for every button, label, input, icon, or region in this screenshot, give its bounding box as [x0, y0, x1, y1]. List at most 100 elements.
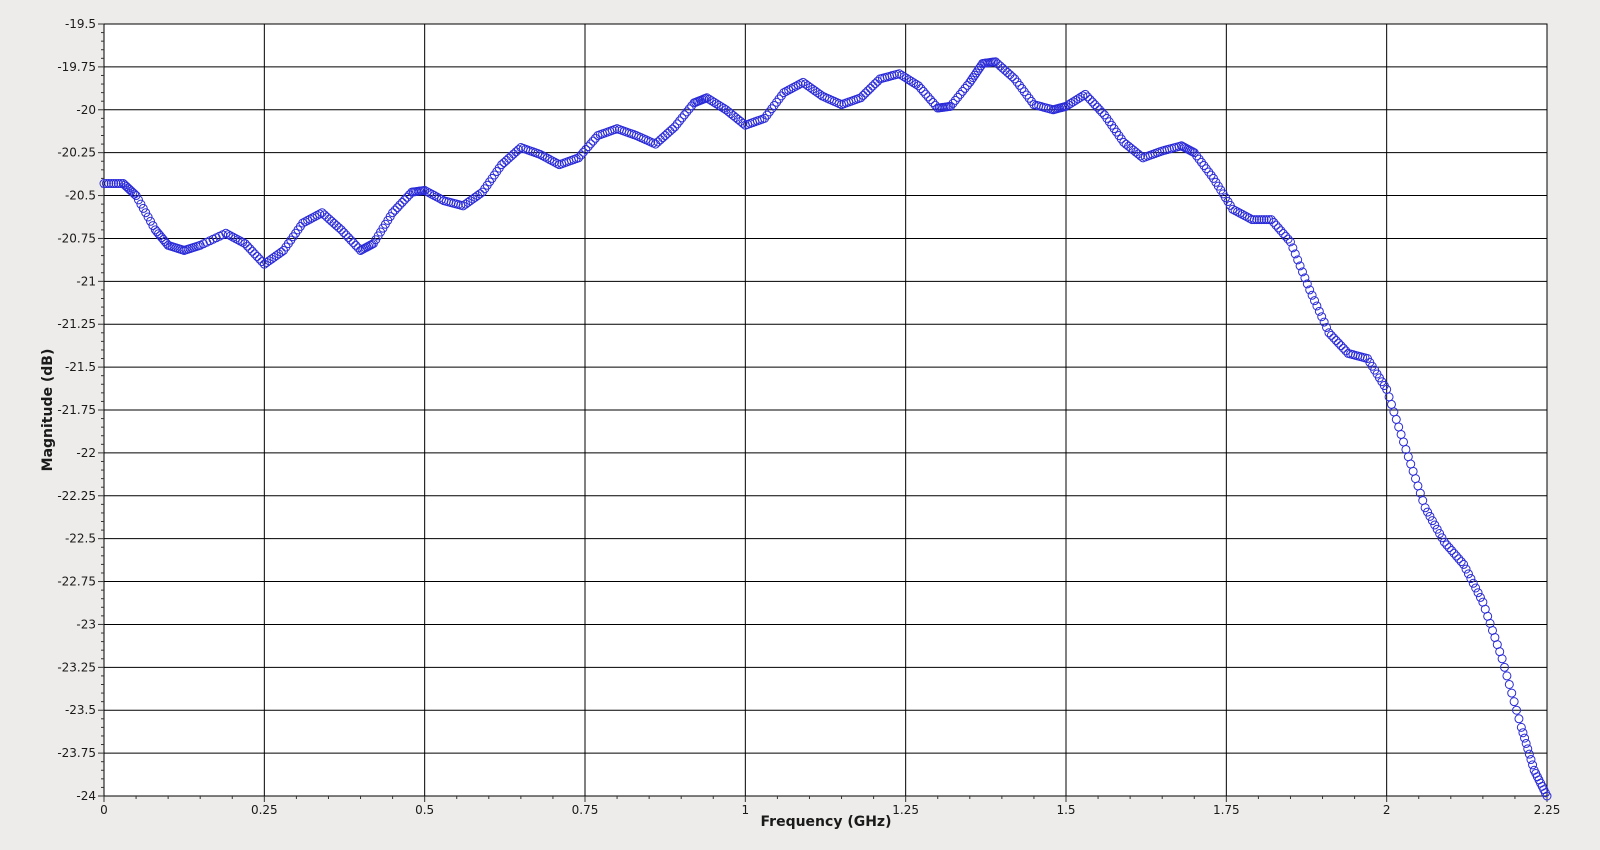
data-point: [1468, 578, 1478, 588]
data-point: [1451, 551, 1461, 561]
y-tick-label: -23.75: [57, 746, 96, 760]
data-point: [1090, 100, 1100, 110]
data-point: [1310, 296, 1320, 306]
data-point: [1017, 84, 1027, 94]
data-point: [581, 144, 591, 154]
data-point: [429, 191, 439, 201]
data-point: [1507, 688, 1517, 698]
data-point: [545, 155, 555, 165]
data-point: [779, 88, 789, 98]
data-point: [856, 93, 866, 103]
data-point: [1278, 229, 1288, 239]
data-point: [1087, 97, 1097, 107]
data-point: [803, 81, 813, 91]
data-point: [1504, 679, 1514, 689]
data-point: [432, 192, 442, 202]
data-point: [971, 68, 981, 78]
data-point: [1319, 317, 1329, 327]
data-point: [339, 227, 349, 237]
data-point: [1097, 107, 1107, 117]
data-point: [1454, 554, 1464, 564]
data-point: [1518, 728, 1528, 738]
data-point: [109, 179, 119, 189]
data-point: [1288, 243, 1298, 253]
data-point: [1285, 237, 1295, 247]
data-point: [300, 217, 310, 227]
data-point: [1066, 98, 1076, 108]
data-point: [221, 228, 231, 238]
data-point: [298, 218, 308, 228]
data-point: [113, 179, 123, 189]
data-point: [1136, 151, 1146, 161]
data-point: [1201, 164, 1211, 174]
data-point: [1475, 592, 1485, 602]
data-point: [863, 86, 873, 96]
data-point: [786, 84, 796, 94]
y-tick-label: -21.25: [57, 317, 96, 331]
data-point: [1235, 208, 1245, 218]
data-point: [793, 80, 803, 90]
data-point: [1092, 102, 1102, 112]
data-point: [764, 107, 774, 117]
data-point: [1240, 211, 1250, 221]
data-point: [346, 235, 356, 245]
data-point: [1233, 207, 1243, 217]
data-point: [916, 84, 926, 94]
data-point: [390, 205, 400, 215]
data-series: [99, 57, 1552, 801]
data-point: [1447, 545, 1457, 555]
data-point: [1524, 749, 1534, 759]
data-point: [1314, 306, 1324, 316]
data-point: [670, 122, 680, 132]
data-point: [1237, 209, 1247, 219]
data-point: [458, 201, 468, 211]
data-point: [808, 84, 818, 94]
data-point: [679, 110, 689, 120]
x-tick-label: 2.25: [1534, 803, 1561, 817]
data-point: [242, 241, 252, 251]
data-point: [1471, 583, 1481, 593]
data-point: [1521, 738, 1531, 748]
data-point: [271, 251, 281, 261]
y-tick-label: -22.75: [57, 575, 96, 589]
data-point: [815, 89, 825, 99]
data-point: [123, 183, 133, 193]
data-point: [805, 82, 815, 92]
data-point: [861, 88, 871, 98]
data-point: [1078, 91, 1088, 101]
data-point: [1305, 285, 1315, 295]
data-point: [1502, 671, 1512, 681]
x-tick-label: 1: [742, 803, 750, 817]
y-tick-label: -21.75: [57, 403, 96, 417]
data-point: [1230, 206, 1240, 216]
data-point: [762, 110, 772, 120]
data-point: [960, 83, 970, 93]
data-point: [774, 94, 784, 104]
data-point: [1012, 77, 1022, 87]
data-point: [116, 179, 126, 189]
data-point: [427, 189, 437, 199]
data-point: [1061, 101, 1071, 111]
data-point: [923, 92, 933, 102]
data-point: [138, 203, 148, 213]
data-point: [1015, 80, 1025, 90]
data-point: [226, 231, 236, 241]
data-point: [348, 238, 358, 248]
x-tick-label: 0.25: [251, 803, 278, 817]
data-point: [1442, 540, 1452, 550]
x-tick-label: 0.75: [572, 803, 599, 817]
data-point: [1497, 654, 1507, 664]
data-point: [1259, 215, 1269, 225]
data-point: [101, 179, 111, 189]
data-point: [776, 91, 786, 101]
data-point: [968, 73, 978, 83]
x-tick-label: 0: [100, 803, 108, 817]
y-tick-label: -21: [76, 274, 96, 288]
data-point: [473, 191, 483, 201]
data-point: [974, 63, 984, 73]
data-point: [118, 179, 128, 189]
data-point: [1085, 94, 1095, 104]
data-point: [420, 185, 430, 195]
data-point: [955, 89, 965, 99]
data-point: [475, 189, 485, 199]
